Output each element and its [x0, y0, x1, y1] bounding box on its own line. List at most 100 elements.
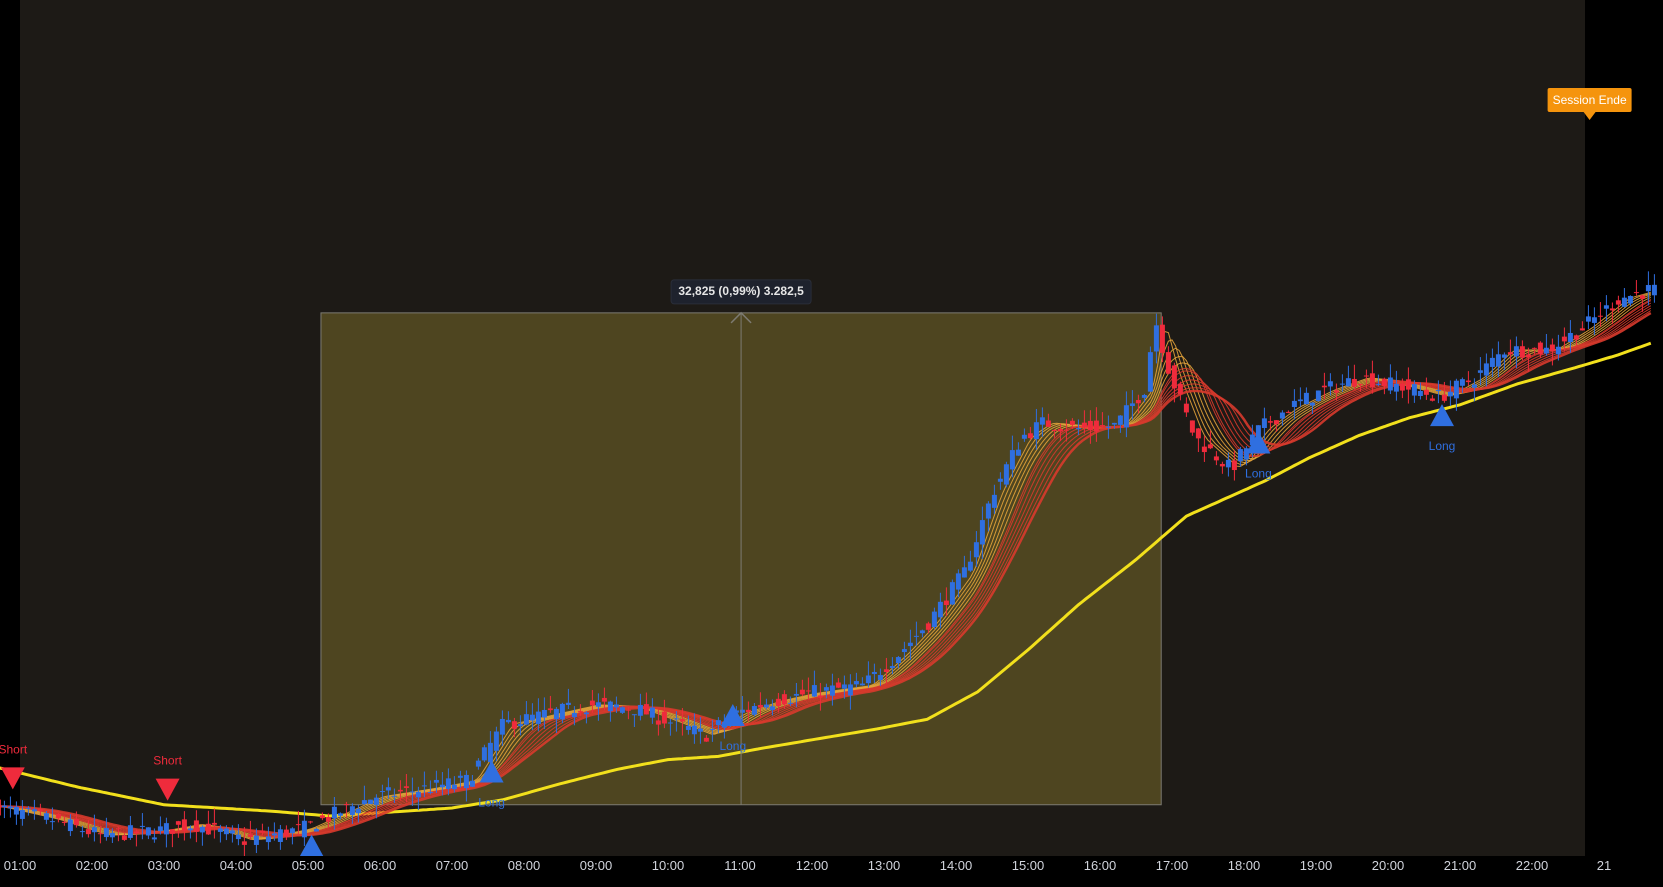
candle-body [1501, 354, 1507, 358]
time-axis-tick-label: 04:00 [220, 858, 253, 873]
candle-body [139, 825, 145, 827]
candle-body [499, 718, 505, 735]
candle-body [1039, 417, 1045, 425]
candle-body [715, 720, 721, 726]
time-axis-tick-label: 07:00 [436, 858, 469, 873]
long-signal-icon [720, 704, 745, 727]
candle-body [151, 837, 157, 840]
candle-body [13, 806, 19, 815]
candle-body [679, 719, 685, 722]
candle-body [865, 675, 871, 684]
candle-body [697, 728, 703, 732]
candle-body [0, 799, 1, 816]
candle-body [931, 611, 937, 628]
time-axis-background [0, 856, 1663, 887]
candle-body [535, 711, 541, 725]
candle-body [397, 789, 403, 792]
candle-body [1159, 324, 1165, 353]
candle-body [379, 791, 385, 793]
candle-body [1003, 464, 1009, 485]
candle-body [1423, 389, 1429, 395]
candle-body [649, 707, 655, 718]
time-axis-tick-label: 20:00 [1372, 858, 1405, 873]
candle-body [469, 780, 475, 787]
candle-body [841, 684, 847, 689]
slow-ema [0, 341, 1652, 818]
candle-body [475, 760, 481, 767]
candle-body [481, 747, 487, 761]
candle-body [169, 829, 175, 834]
candle-body [25, 807, 31, 809]
candle-body [889, 666, 895, 669]
candle-body [757, 704, 763, 708]
candle-body [1009, 450, 1015, 470]
candle-body [1231, 460, 1237, 471]
candle-body [1225, 459, 1231, 468]
candle-body [1483, 363, 1489, 376]
time-axis-tick-label: 15:00 [1012, 858, 1045, 873]
candle-body [973, 542, 979, 558]
candle-body [529, 714, 535, 721]
candle-body [979, 520, 985, 545]
candle-body [625, 709, 631, 711]
candle-body [913, 635, 919, 637]
candle-body [19, 810, 25, 819]
candle-body [1591, 317, 1597, 323]
candle-body [1237, 449, 1243, 462]
candle-body [193, 820, 199, 832]
candle-body [541, 709, 547, 718]
candle-body [1057, 428, 1063, 432]
candle-body [271, 833, 277, 836]
candle-body [883, 669, 889, 672]
candle-body [91, 827, 97, 833]
candle-body [709, 728, 715, 730]
candle-body [1513, 346, 1519, 357]
candle-body [1135, 400, 1141, 404]
candle-body [1405, 379, 1411, 390]
candle-body [253, 835, 259, 845]
candle-body [61, 821, 67, 823]
candle-body [1303, 392, 1309, 405]
candle-body [343, 804, 349, 806]
candle-body [1099, 425, 1105, 427]
candle-body [1429, 398, 1435, 401]
candle-body [1477, 370, 1483, 373]
candle-body [1045, 420, 1051, 427]
candle-body [451, 784, 457, 790]
candle-body [817, 695, 823, 698]
short-signal-icon [155, 778, 180, 801]
time-axis-tick-label: 03:00 [148, 858, 181, 873]
candle-body [937, 601, 943, 618]
candle-body [799, 689, 805, 695]
candle-body [1201, 446, 1207, 453]
candle-body [1015, 449, 1021, 456]
candle-body [703, 737, 709, 742]
candle-body [217, 828, 223, 832]
candle-body [1063, 429, 1069, 431]
candle-body [301, 820, 307, 838]
time-axis-tick-label: 21 [1597, 858, 1611, 873]
candle-body [895, 657, 901, 663]
candle-body [1363, 375, 1369, 377]
candles [0, 271, 1657, 860]
candle-body [1123, 405, 1129, 428]
candle-body [859, 683, 865, 686]
candle-body [751, 706, 757, 715]
candle-body [1633, 292, 1639, 294]
candle-body [1615, 300, 1621, 305]
candle-body [313, 828, 319, 832]
candle-body [1111, 422, 1117, 425]
candle-body [1543, 347, 1549, 354]
candle-body [619, 707, 625, 713]
candle-body [295, 824, 301, 826]
ema-slow-line [0, 341, 1652, 818]
candle-body [259, 830, 265, 833]
candle-body [1525, 354, 1531, 358]
candle-body [1081, 422, 1087, 428]
candle-body [229, 830, 235, 834]
candle-body [121, 835, 127, 840]
candle-body [853, 681, 859, 685]
time-axis[interactable]: 01:00 02:00 03:00 04:00 05:00 06:00 07:00 08:00… [0, 856, 1663, 887]
candle-body [421, 785, 427, 787]
